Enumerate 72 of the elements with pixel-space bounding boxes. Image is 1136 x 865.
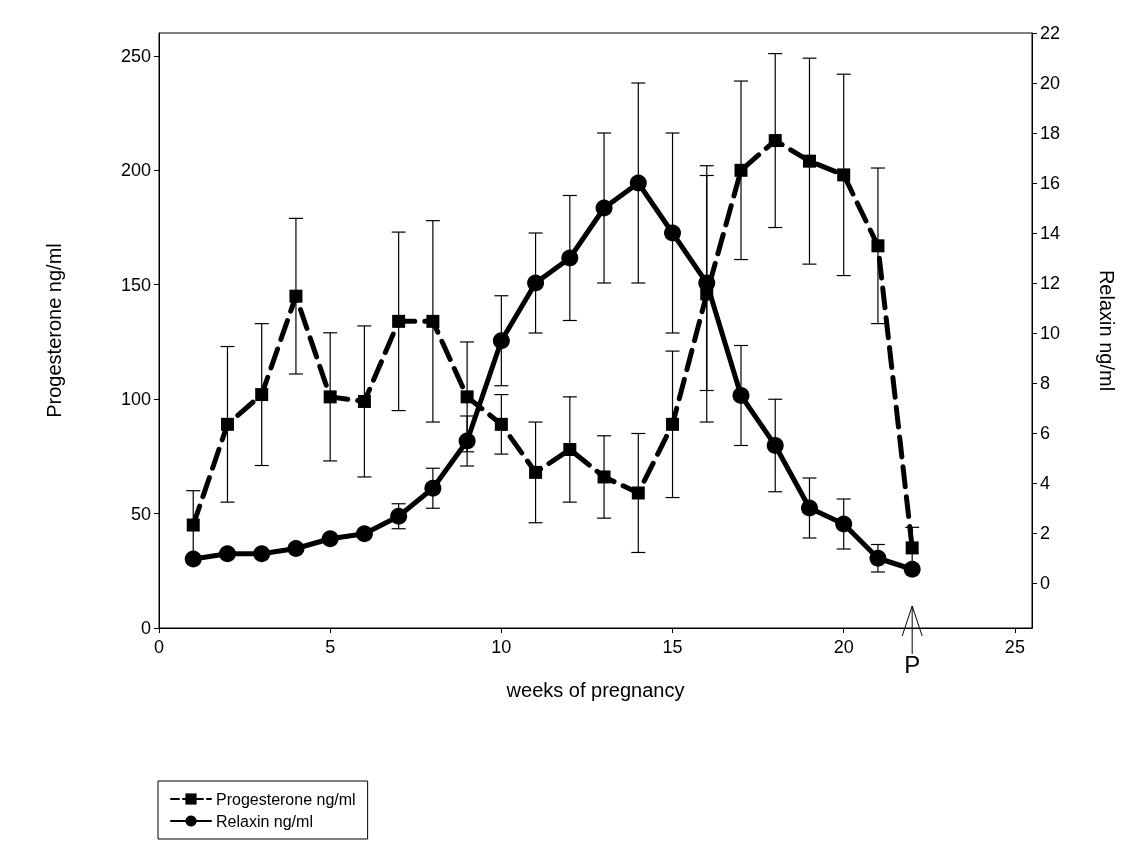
point — [802, 154, 816, 168]
y-tick-label: 0 — [140, 618, 151, 638]
point — [218, 545, 236, 563]
y-tick-label: 150 — [120, 274, 151, 295]
point — [186, 518, 200, 532]
annotation: P — [904, 650, 921, 678]
y2-tick-label: 14 — [1040, 223, 1061, 243]
point — [734, 163, 748, 177]
y2-tick-label: 12 — [1040, 273, 1061, 293]
point — [732, 387, 750, 404]
y-tick-label: 100 — [120, 389, 151, 410]
point — [666, 417, 680, 431]
point — [766, 437, 784, 454]
legend-label: Progesterone ng/ml — [216, 790, 356, 808]
point — [768, 134, 782, 148]
y-tick-label: 50 — [130, 503, 151, 524]
y2-tick-label: 16 — [1040, 173, 1061, 193]
point — [355, 525, 373, 543]
point — [390, 507, 408, 525]
point — [255, 388, 269, 402]
point — [253, 545, 271, 563]
x-tick-label: 25 — [1004, 637, 1025, 657]
x-tick-label: 10 — [491, 637, 512, 657]
point — [527, 274, 545, 292]
point — [287, 540, 305, 557]
y2-tick-label: 10 — [1040, 323, 1061, 343]
point — [184, 550, 202, 568]
x-tick-label: 0 — [153, 637, 165, 657]
point — [871, 239, 885, 253]
y2-tick-label: 0 — [1040, 573, 1051, 593]
x-tick-label: 20 — [833, 637, 854, 657]
point — [492, 332, 510, 350]
point — [458, 432, 476, 450]
y2-tick-label: 6 — [1040, 423, 1051, 443]
y-tick-label: 250 — [120, 45, 151, 66]
point — [563, 443, 577, 456]
point — [426, 314, 440, 328]
y2-axis-title: Relaxin ng/ml — [1096, 269, 1118, 392]
point — [424, 479, 442, 497]
y2-tick-label: 2 — [1040, 523, 1051, 543]
point — [800, 499, 818, 517]
point — [561, 249, 579, 267]
point — [664, 224, 682, 242]
y2-tick-label: 8 — [1040, 373, 1051, 393]
point — [529, 465, 543, 479]
x-axis-title: weeks of pregnancy — [505, 679, 685, 701]
y2-tick-label: 20 — [1040, 73, 1061, 93]
point — [494, 417, 508, 431]
point — [597, 470, 611, 484]
point — [629, 174, 647, 192]
y-axis-title: Progesterone ng/ml — [43, 243, 65, 418]
point — [460, 390, 474, 404]
point — [323, 390, 337, 404]
point — [837, 168, 851, 182]
point — [321, 530, 339, 548]
point — [903, 560, 921, 578]
point — [220, 417, 234, 431]
y2-tick-label: 22 — [1040, 23, 1061, 43]
y2-tick-label: 18 — [1040, 123, 1061, 143]
point — [392, 314, 406, 328]
y2-tick-label: 4 — [1040, 473, 1051, 493]
x-tick-label: 15 — [662, 637, 683, 657]
point — [289, 289, 303, 303]
x-tick-label: 5 — [325, 637, 336, 657]
y-tick-label: 200 — [120, 160, 151, 181]
point — [631, 486, 645, 500]
point — [905, 541, 919, 555]
point — [835, 515, 853, 533]
point — [869, 549, 887, 567]
point — [357, 394, 371, 408]
point — [595, 199, 613, 217]
legend-label: Relaxin ng/ml — [216, 812, 313, 830]
